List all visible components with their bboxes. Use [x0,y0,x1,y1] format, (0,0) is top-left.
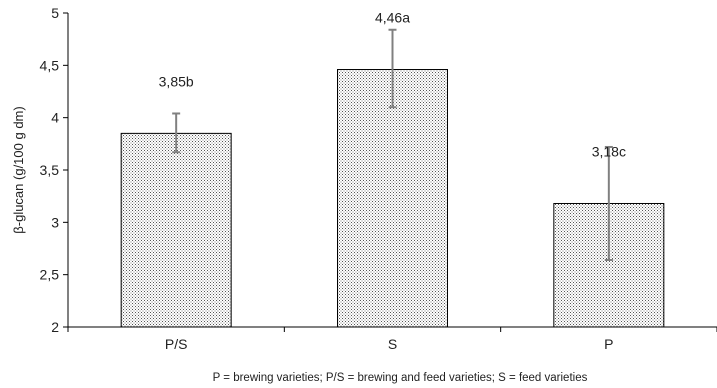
y-tick-label: 4 [51,110,59,126]
data-labels: 3,85b 4,46a 3,18c [159,10,626,160]
x-tick-label: P [604,336,613,352]
y-tick-label: 2 [51,319,59,335]
data-label: 3,85b [159,73,194,89]
error-bars [172,28,613,262]
y-tick-label: 3 [51,214,59,230]
y-tick-label: 5 [51,5,59,21]
bars [120,69,665,328]
bar-p-s [120,132,232,328]
y-axis: 2 2,5 3 3,5 4 4,5 5 [40,5,69,335]
x-tick-label: P/S [165,336,188,352]
x-axis: P/S S P [67,326,717,352]
y-tick-label: 3,5 [40,162,60,178]
data-label: 4,46a [375,10,410,26]
bar-s [337,69,448,328]
y-tick-label: 2,5 [40,267,60,283]
y-tick-label: 4,5 [40,57,60,73]
data-label: 3,18c [592,143,626,159]
y-axis-title: β-glucan (g/100 g dm) [11,106,26,233]
x-tick-label: S [388,336,397,352]
footnote: P = brewing varieties; P/S = brewing and… [213,372,588,384]
